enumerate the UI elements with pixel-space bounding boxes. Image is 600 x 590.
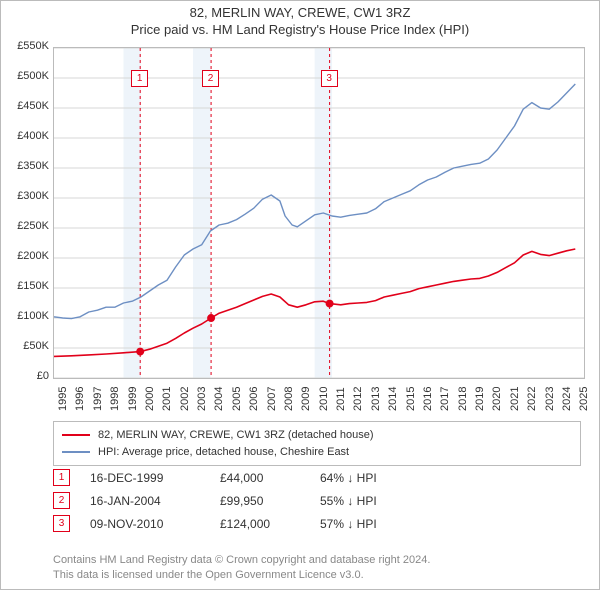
x-axis-label: 2014 — [387, 387, 399, 411]
legend-row: 82, MERLIN WAY, CREWE, CW1 3RZ (detached… — [62, 427, 572, 444]
x-axis-label: 1996 — [74, 387, 86, 411]
sale-row: 3 09-NOV-2010 £124,000 57% ↓ HPI — [53, 515, 581, 532]
chart-footer: Contains HM Land Registry data © Crown c… — [53, 553, 581, 583]
footer-line-2: This data is licensed under the Open Gov… — [53, 568, 581, 583]
sale-marker-3: 3 — [321, 70, 338, 87]
x-axis-label: 2020 — [491, 387, 503, 411]
sale-price: £99,950 — [220, 494, 300, 508]
sale-price: £124,000 — [220, 517, 300, 531]
x-axis-label: 2002 — [179, 387, 191, 411]
y-axis-label: £450K — [5, 100, 49, 112]
sale-marker-badge: 1 — [53, 469, 70, 486]
x-axis-label: 2004 — [213, 387, 225, 411]
y-axis-label: £100K — [5, 310, 49, 322]
x-axis-label: 2016 — [422, 387, 434, 411]
y-axis-label: £200K — [5, 250, 49, 262]
x-axis-label: 2005 — [231, 387, 243, 411]
x-axis-label: 2019 — [474, 387, 486, 411]
sale-row: 1 16-DEC-1999 £44,000 64% ↓ HPI — [53, 469, 581, 486]
x-axis-label: 2006 — [248, 387, 260, 411]
x-axis-label: 1998 — [109, 387, 121, 411]
x-axis-label: 2008 — [283, 387, 295, 411]
x-axis-label: 2017 — [439, 387, 451, 411]
x-axis-label: 2025 — [578, 387, 590, 411]
x-axis-label: 2000 — [144, 387, 156, 411]
y-axis-label: £550K — [5, 40, 49, 52]
sale-delta: 57% ↓ HPI — [320, 517, 377, 531]
x-axis-label: 2012 — [352, 387, 364, 411]
title-block: 82, MERLIN WAY, CREWE, CW1 3RZ Price pai… — [1, 1, 599, 37]
sale-marker-badge: 3 — [53, 515, 70, 532]
legend-swatch — [62, 451, 90, 453]
y-axis-label: £500K — [5, 70, 49, 82]
legend-row: HPI: Average price, detached house, Ches… — [62, 444, 572, 461]
y-axis-label: £50K — [5, 340, 49, 352]
x-axis-label: 2015 — [405, 387, 417, 411]
sale-date: 09-NOV-2010 — [90, 517, 200, 531]
x-axis-label: 1997 — [92, 387, 104, 411]
x-axis-label: 2021 — [509, 387, 521, 411]
legend-label: 82, MERLIN WAY, CREWE, CW1 3RZ (detached… — [98, 427, 374, 444]
sale-date: 16-DEC-1999 — [90, 471, 200, 485]
x-axis-label: 2018 — [457, 387, 469, 411]
title-line-2: Price paid vs. HM Land Registry's House … — [1, 22, 599, 37]
x-axis-label: 2010 — [318, 387, 330, 411]
footer-line-1: Contains HM Land Registry data © Crown c… — [53, 553, 581, 568]
y-axis-label: £250K — [5, 220, 49, 232]
x-axis-label: 2009 — [300, 387, 312, 411]
x-axis-label: 2024 — [561, 387, 573, 411]
chart-plot — [53, 47, 585, 379]
x-axis-label: 2003 — [196, 387, 208, 411]
sale-date: 16-JAN-2004 — [90, 494, 200, 508]
sale-marker-1: 1 — [131, 70, 148, 87]
chart-card: 82, MERLIN WAY, CREWE, CW1 3RZ Price pai… — [0, 0, 600, 590]
sale-marker-badge: 2 — [53, 492, 70, 509]
sales-table: 1 16-DEC-1999 £44,000 64% ↓ HPI 2 16-JAN-2004… — [53, 469, 581, 538]
x-axis-label: 2011 — [335, 387, 347, 411]
chart-legend: 82, MERLIN WAY, CREWE, CW1 3RZ (detached… — [53, 421, 581, 466]
sale-row: 2 16-JAN-2004 £99,950 55% ↓ HPI — [53, 492, 581, 509]
y-axis-label: £150K — [5, 280, 49, 292]
x-axis-label: 2013 — [370, 387, 382, 411]
y-axis-label: £0 — [5, 370, 49, 382]
y-axis-label: £400K — [5, 130, 49, 142]
legend-swatch — [62, 434, 90, 436]
legend-label: HPI: Average price, detached house, Ches… — [98, 444, 349, 461]
x-axis-label: 2022 — [526, 387, 538, 411]
x-axis-label: 2001 — [161, 387, 173, 411]
sale-price: £44,000 — [220, 471, 300, 485]
y-axis-label: £350K — [5, 160, 49, 172]
y-axis-label: £300K — [5, 190, 49, 202]
x-axis-label: 2023 — [544, 387, 556, 411]
sale-marker-2: 2 — [202, 70, 219, 87]
sale-delta: 55% ↓ HPI — [320, 494, 377, 508]
x-axis-label: 1995 — [57, 387, 69, 411]
sale-delta: 64% ↓ HPI — [320, 471, 377, 485]
x-axis-label: 1999 — [127, 387, 139, 411]
title-line-1: 82, MERLIN WAY, CREWE, CW1 3RZ — [1, 5, 599, 20]
x-axis-label: 2007 — [266, 387, 278, 411]
